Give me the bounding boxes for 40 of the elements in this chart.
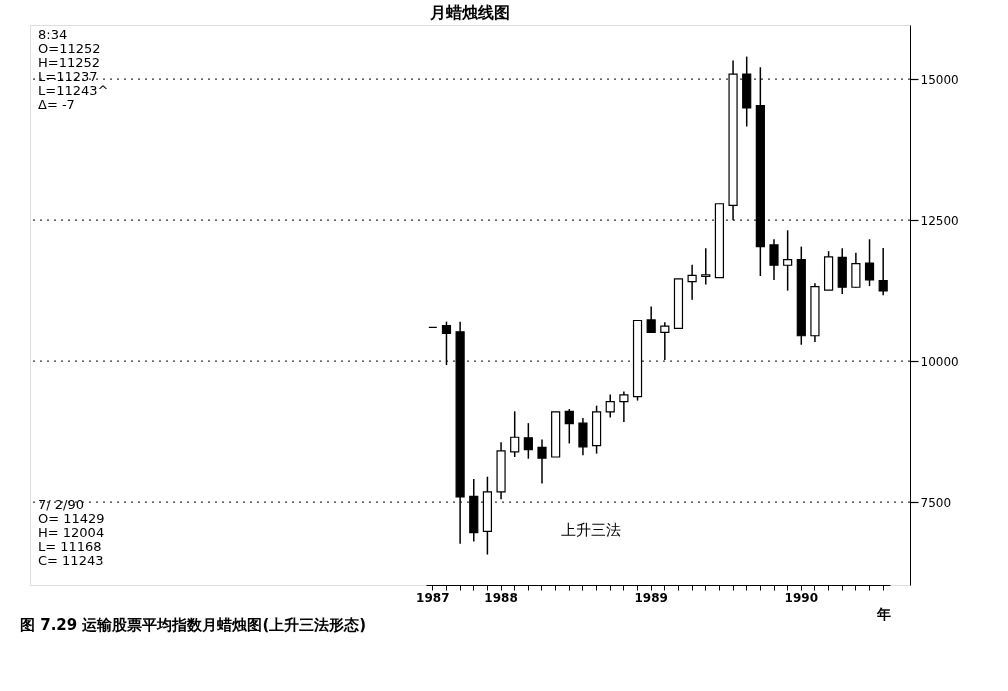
- candlestick: [783, 229, 793, 292]
- candlestick: [851, 252, 861, 289]
- text: L=11237: [38, 69, 98, 84]
- y-tick-label: 10000: [920, 354, 959, 369]
- candlestick: [578, 417, 588, 457]
- candlestick: [605, 393, 615, 419]
- candlestick: [646, 305, 656, 334]
- candlestick: [564, 408, 574, 445]
- candlestick: [619, 390, 629, 423]
- candlestick: [769, 238, 779, 281]
- candlestick: [660, 321, 670, 361]
- x-tick-label: 1989: [634, 590, 668, 605]
- annotation: 上升三法: [561, 521, 621, 539]
- text: L= 11168: [38, 539, 102, 554]
- y-tick-label: 7500: [920, 495, 952, 510]
- candlestick: [441, 320, 452, 366]
- x-tick-label: 1988: [484, 590, 518, 605]
- text: O=11252: [38, 41, 101, 56]
- text: L=11243^: [38, 83, 109, 98]
- text: O= 11429: [38, 511, 105, 526]
- candlestick: [537, 438, 547, 485]
- text: H=11252: [38, 55, 101, 70]
- candlestick: [510, 410, 520, 458]
- candlestick: [878, 247, 888, 296]
- chart-title: 月蜡烛线图: [429, 3, 510, 22]
- text: 8:34: [38, 27, 68, 42]
- candlestick: [523, 422, 533, 460]
- text: Δ= -7: [38, 97, 75, 112]
- y-tick-label: 15000: [920, 72, 959, 87]
- text: C= 11243: [38, 553, 104, 568]
- x-tick-label: 1987: [416, 590, 450, 605]
- text: 7/ 2/90: [38, 497, 84, 512]
- caption: 图 7.29 运输股票平均指数月蜡烛图(上升三法形态): [20, 616, 367, 634]
- text: H= 12004: [38, 525, 105, 540]
- y-tick-label: 12500: [920, 213, 959, 228]
- x-tick-label: 1990: [784, 590, 818, 605]
- candlestick: [701, 247, 711, 286]
- x-axis-title: 年: [875, 605, 891, 622]
- candlestick: [864, 238, 875, 287]
- candlestick: [687, 263, 697, 301]
